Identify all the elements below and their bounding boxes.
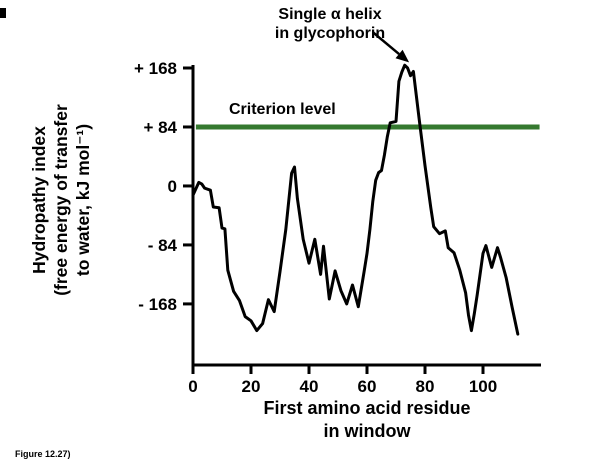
annotation-arrowhead: [395, 49, 410, 63]
y-tick-label: + 168: [134, 59, 177, 78]
x-tick-label: 80: [416, 377, 435, 396]
x-tick-label: 100: [469, 377, 497, 396]
y-axis-title-line: to water, kJ mol⁻¹): [73, 123, 93, 277]
y-tick-label: 0: [168, 177, 177, 196]
annotation-arrow-line: [372, 31, 400, 56]
criterion-level-label: Criterion level: [229, 101, 336, 118]
x-axis-title: First amino acid residue in window: [193, 397, 541, 443]
scan-edge-mark: [0, 8, 6, 18]
annotation-single-alpha-helix: Single α helix in glycophorin: [235, 5, 425, 43]
y-axis-title-line: Hydropathy index: [29, 126, 49, 274]
x-tick-label: 40: [300, 377, 319, 396]
figure-caption: Figure 12.27): [15, 449, 71, 459]
x-tick-label: 20: [242, 377, 261, 396]
y-tick-label: - 84: [148, 236, 178, 255]
y-axis-title-line: (free energy of transfer: [51, 104, 71, 296]
y-tick-label: + 84: [143, 118, 177, 137]
annotation-line: Single α helix: [278, 6, 382, 23]
x-axis-title-line: First amino acid residue: [263, 398, 471, 418]
x-tick-label: 0: [188, 377, 197, 396]
annotation-line: in glycophorin: [274, 25, 386, 42]
x-tick-label: 60: [358, 377, 377, 396]
hydropathy-curve: [191, 63, 520, 336]
x-axis-title-line: in window: [323, 421, 411, 441]
y-axis-title: Hydropathy index (free energy of transfe…: [28, 50, 94, 350]
y-tick-label: - 168: [138, 295, 177, 314]
